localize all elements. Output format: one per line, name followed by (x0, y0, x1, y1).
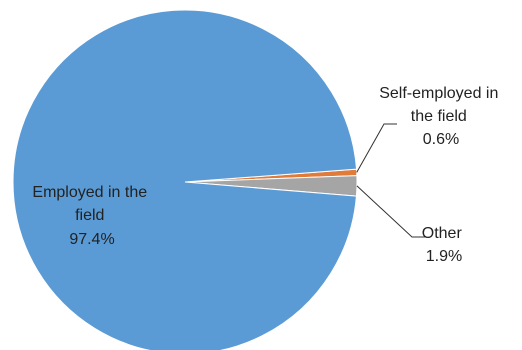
pie-slices (12, 9, 358, 350)
slice-label-self-employed: Self-employed in the field 0.6% (379, 85, 503, 148)
slice-label-employed: Employed in the field 97.4% (32, 184, 151, 248)
leader-line-self-employed (356, 123, 397, 173)
leader-line-other (356, 185, 425, 238)
slice-employed (12, 9, 358, 350)
slice-label-other: Other 1.9% (422, 225, 466, 265)
leader-lines (356, 123, 425, 238)
